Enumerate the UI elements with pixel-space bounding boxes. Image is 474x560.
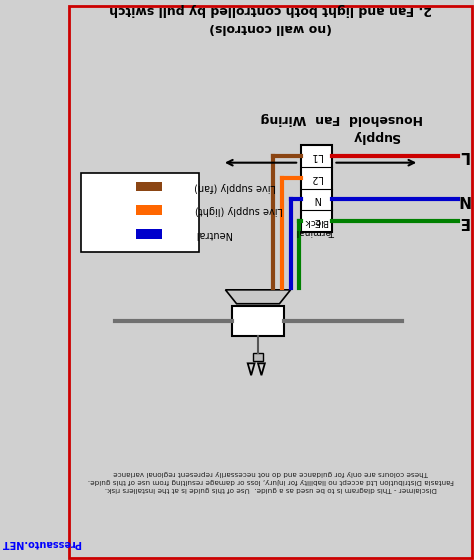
Bar [81, 172, 199, 252]
Text: E: E [313, 216, 319, 226]
Text: L2: L2 [310, 172, 322, 183]
Text: N: N [312, 194, 320, 204]
Text: Supply: Supply [352, 130, 400, 143]
Text: Disclaimer - This diagram is to be used as a guide.  Use of this guide is at the: Disclaimer - This diagram is to be used … [88, 470, 454, 492]
Polygon shape [226, 290, 291, 304]
Text: Live supply (fan): Live supply (fan) [195, 181, 276, 192]
Bar [232, 306, 284, 335]
Text: L1: L1 [310, 151, 322, 161]
Text: L: L [459, 148, 468, 163]
Text: (no wall controls): (no wall controls) [210, 21, 332, 34]
Bar [253, 353, 263, 361]
Bar [301, 145, 332, 232]
Text: E: E [458, 214, 469, 229]
Bar [137, 181, 162, 192]
Text: Terminal
Block: Terminal Block [297, 217, 336, 236]
Text: Pressauto.NET: Pressauto.NET [1, 538, 82, 548]
Text: Neutral: Neutral [195, 229, 231, 239]
Bar [137, 206, 162, 216]
Text: Live supply (light): Live supply (light) [195, 206, 283, 216]
Bar [137, 229, 162, 239]
Text: 2. Fan and light both controlled by pull switch: 2. Fan and light both controlled by pull… [109, 3, 432, 16]
Text: Household  Fan  Wiring: Household Fan Wiring [261, 112, 423, 125]
Text: N: N [457, 192, 470, 207]
